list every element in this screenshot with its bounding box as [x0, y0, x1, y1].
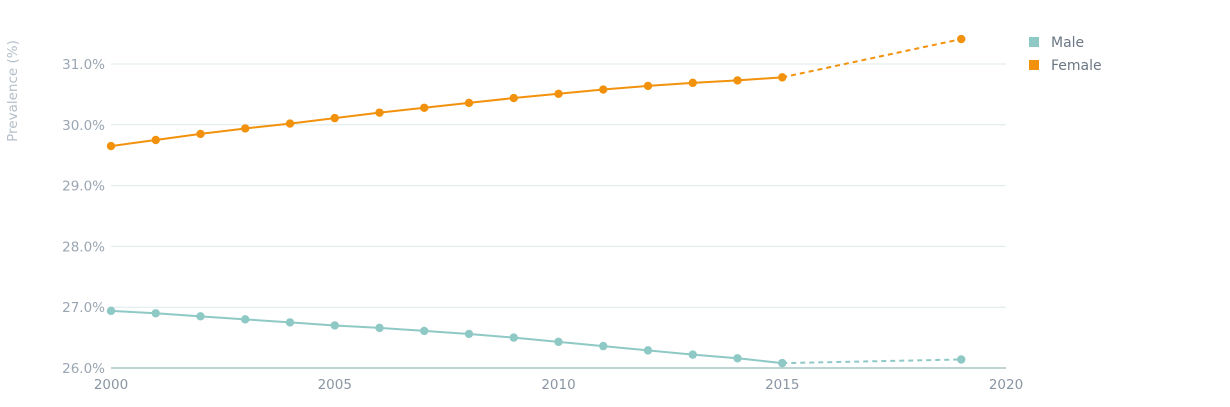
data-point-male[interactable] — [554, 337, 563, 347]
data-point-female[interactable] — [733, 76, 742, 85]
y-tick-label: 29.0% — [62, 179, 105, 195]
x-tick-label: 2010 — [541, 377, 575, 393]
y-tick-label: 28.0% — [62, 239, 105, 255]
data-point-female[interactable] — [778, 73, 787, 82]
data-point-female[interactable] — [420, 103, 429, 112]
legend[interactable]: Male Female — [1029, 35, 1102, 74]
data-point-male[interactable] — [778, 358, 787, 368]
data-point-male[interactable] — [420, 326, 429, 336]
data-point-male[interactable] — [375, 323, 384, 333]
data-point-female[interactable] — [151, 135, 160, 145]
data-point-male[interactable] — [688, 350, 697, 359]
data-point-male[interactable] — [285, 318, 295, 327]
data-point-male[interactable] — [509, 333, 518, 342]
y-axis-ticks: 26.0% 27.0% 28.0% 29.0% 30.0% 31.0% — [62, 57, 105, 377]
series-layer — [106, 34, 966, 368]
projection-line-female — [782, 38, 962, 79]
data-point-female[interactable] — [554, 89, 563, 98]
y-tick-label: 26.0% — [62, 361, 105, 377]
data-point-male[interactable] — [464, 329, 474, 339]
x-tick-label: 2020 — [989, 377, 1023, 393]
y-tick-label: 31.0% — [62, 57, 105, 73]
data-point-female[interactable] — [375, 108, 384, 117]
data-point-female[interactable] — [330, 113, 339, 123]
data-point-male[interactable] — [196, 312, 205, 321]
legend-label-male: Male — [1051, 35, 1084, 51]
data-point-female[interactable] — [285, 119, 295, 128]
y-tick-label: 27.0% — [62, 300, 105, 316]
series-male — [106, 306, 966, 368]
data-point-male[interactable] — [643, 346, 653, 355]
x-tick-label: 2015 — [765, 377, 799, 393]
legend-item-male[interactable]: Male — [1029, 35, 1084, 51]
y-tick-label: 30.0% — [62, 118, 105, 134]
data-point-female[interactable] — [241, 124, 250, 133]
data-point-female[interactable] — [464, 98, 474, 108]
data-point-male[interactable] — [733, 354, 742, 363]
series-line-male — [110, 309, 783, 365]
data-point-male[interactable] — [106, 306, 116, 316]
gridlines — [111, 63, 1006, 369]
projection-line-male — [782, 358, 962, 365]
data-point-female[interactable] — [196, 129, 205, 139]
data-point-male[interactable] — [330, 321, 339, 330]
data-point-male[interactable] — [241, 315, 250, 324]
x-tick-label: 2000 — [94, 377, 128, 393]
data-point-male[interactable] — [151, 309, 160, 318]
legend-label-female: Female — [1051, 58, 1102, 74]
data-point-female[interactable] — [106, 141, 116, 151]
data-point-female[interactable] — [599, 85, 608, 94]
series-line-female — [110, 76, 783, 148]
data-point-female[interactable] — [643, 81, 653, 91]
legend-swatch-male — [1029, 37, 1039, 47]
legend-swatch-female — [1029, 60, 1039, 70]
x-axis-ticks: 2000 2005 2010 2015 2020 — [94, 377, 1023, 393]
data-point-female[interactable] — [509, 93, 518, 103]
series-female — [106, 34, 966, 151]
data-point-male[interactable] — [599, 341, 608, 351]
data-point-female[interactable] — [688, 78, 697, 88]
legend-item-female[interactable]: Female — [1029, 58, 1102, 74]
projection-point-female[interactable] — [957, 34, 966, 44]
projection-point-male[interactable] — [957, 355, 966, 364]
y-axis-title: Prevalence (%) — [5, 40, 21, 142]
x-tick-label: 2005 — [318, 377, 352, 393]
